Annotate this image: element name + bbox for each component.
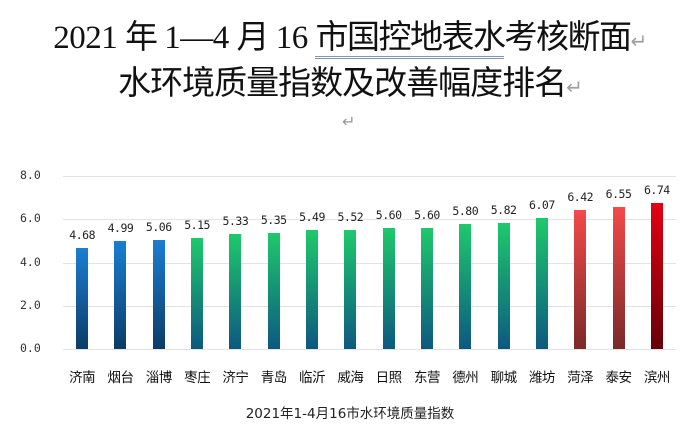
bar-value-label: 6.07 — [529, 197, 555, 212]
title-year: 2021 — [53, 20, 125, 56]
x-axis-category-label: 淄博 — [145, 370, 173, 386]
x-axis-category-label: 威海 — [337, 370, 364, 386]
bar — [612, 207, 625, 349]
x-axis-category-label: 青岛 — [260, 370, 288, 386]
y-axis-tick-label: 6.0 — [20, 211, 41, 226]
bar — [459, 223, 472, 349]
chart-title: 2021年1-4月16市水环境质量指数 — [245, 406, 455, 422]
x-axis-category-label: 临沂 — [299, 370, 326, 386]
bar — [152, 239, 165, 349]
bar-value-label: 6.55 — [605, 187, 632, 202]
title-underlined-text: 市国控地表水 — [315, 17, 506, 59]
title-prefix: 2021 年 1—4 月 16 — [53, 17, 316, 56]
gridline — [63, 262, 676, 264]
title-count: 16 — [267, 20, 316, 56]
bar-value-label: 5.80 — [452, 203, 479, 218]
x-axis-category-label: 菏泽 — [567, 370, 594, 386]
bar — [229, 233, 242, 349]
bar — [191, 237, 204, 349]
empty-paragraph-mark-icon: ↵ — [342, 112, 356, 131]
x-axis-category-label: 日照 — [375, 370, 403, 386]
document-title-line-1: 2021 年 1—4 月 16 市国控地表水考核断面↵ — [0, 10, 700, 59]
bar-value-label: 5.35 — [260, 213, 287, 228]
bar-value-label: 5.60 — [375, 207, 402, 222]
bar-value-label: 5.52 — [337, 209, 364, 224]
document-title-line-2: 水环境质量指数及改善幅度排名↵ — [0, 56, 700, 104]
bar — [344, 229, 357, 349]
x-axis-category-label: 滨州 — [643, 370, 671, 386]
bar — [535, 217, 548, 349]
bar-value-label: 4.99 — [107, 221, 134, 236]
title-line-2-text: 水环境质量指数及改善幅度排名 — [118, 63, 567, 102]
x-axis-category-label: 东营 — [413, 370, 441, 386]
bar-value-label: 6.42 — [567, 190, 594, 205]
paragraph-mark-icon: ↵ — [630, 29, 647, 53]
bar-value-label: 5.82 — [490, 203, 517, 218]
bar — [497, 223, 510, 349]
bar — [650, 203, 663, 349]
bar-value-label: 4.68 — [69, 227, 95, 242]
bar-value-label: 6.74 — [643, 183, 670, 198]
x-axis-category-label: 聊城 — [490, 370, 518, 386]
bar-chart: 0.0 2.0 4.0 6.0 8.0 4.68 济南 4.99 烟台 5.06 淄博 5.15 枣庄 5… — [0, 160, 700, 436]
title-suffix: 考核断面 — [504, 17, 632, 56]
x-axis-category-label: 德州 — [452, 370, 479, 386]
gridline — [63, 176, 676, 177]
y-axis-tick-label: 4.0 — [20, 254, 41, 269]
bar — [420, 227, 433, 349]
bar — [267, 233, 280, 349]
y-axis-tick-label: 0.0 — [20, 341, 41, 355]
paragraph-mark-icon: ↵ — [566, 75, 583, 99]
y-axis-tick-label: 2.0 — [20, 297, 41, 312]
x-axis-category-label: 济宁 — [222, 370, 249, 386]
title-month-range: 1—4 — [156, 20, 237, 56]
bar — [76, 247, 89, 349]
bar — [574, 210, 587, 349]
gridline — [63, 219, 676, 221]
bar-value-label: 5.15 — [184, 217, 210, 232]
x-axis-category-label: 枣庄 — [184, 370, 211, 386]
x-axis-category-label: 烟台 — [107, 370, 134, 386]
bar-value-label: 5.06 — [145, 219, 172, 234]
bar-value-label: 5.49 — [299, 210, 325, 225]
title-char-year: 年 — [124, 17, 158, 56]
x-axis-category-label: 济南 — [69, 370, 96, 386]
title-char-month: 月 — [236, 17, 269, 56]
x-axis-category-label: 泰安 — [605, 370, 633, 386]
bar — [382, 227, 395, 349]
bar — [306, 230, 319, 349]
bar-value-label: 5.60 — [414, 207, 440, 222]
y-axis-tick-label: 8.0 — [20, 168, 41, 182]
gridline — [63, 305, 676, 307]
bar — [114, 241, 127, 349]
x-axis-category-label: 潍坊 — [528, 370, 556, 386]
bar-value-label: 5.33 — [222, 213, 249, 228]
gridline — [63, 349, 676, 350]
